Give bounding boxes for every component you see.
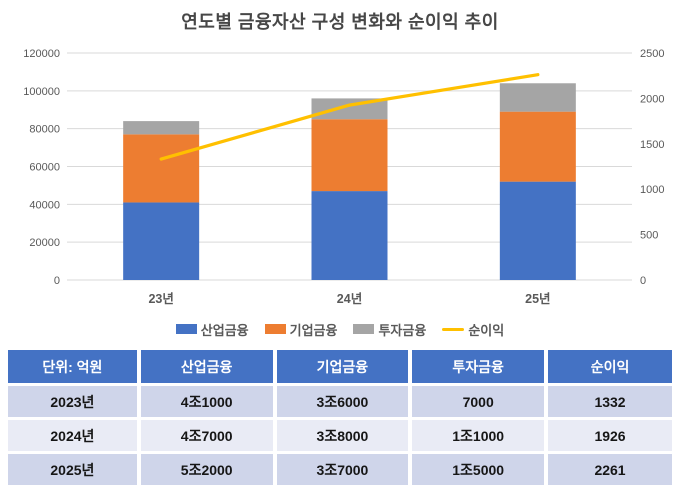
table-cell: 4조7000: [140, 420, 273, 451]
bar-segment-산업금융: [311, 191, 388, 280]
table-header-cell: 투자금융: [412, 350, 545, 383]
net-profit-line: [159, 73, 540, 161]
table-cell: 1조1000: [412, 420, 545, 451]
legend-item-순이익: 순이익: [442, 320, 504, 339]
table-cell: 3조6000: [276, 386, 409, 417]
x-axis-category-label: 24년: [337, 292, 362, 306]
left-axis-tick-label: 40000: [29, 199, 60, 211]
table-cell: 1332: [548, 386, 672, 417]
table-cell: 7000: [412, 386, 545, 417]
bar-segment-산업금융: [123, 202, 200, 280]
x-axis-category-label: 25년: [525, 292, 550, 306]
table-cell: 4조1000: [140, 386, 273, 417]
left-axis-tick-label: 60000: [29, 162, 60, 174]
legend-label: 투자금융: [378, 322, 427, 338]
bar-segment-기업금융: [311, 119, 388, 192]
legend-label: 기업금융: [289, 322, 338, 338]
chart-legend: 산업금융 기업금융 투자금융 순이익: [0, 320, 680, 339]
table-cell: 1926: [548, 420, 672, 451]
left-axis-tick-label: 120000: [23, 48, 60, 60]
table-header-cell: 산업금융: [140, 350, 273, 383]
legend-item-기업금융: 기업금융: [264, 320, 338, 339]
table-header-cell: 순이익: [548, 350, 672, 383]
legend-line-marker-icon: [442, 327, 465, 331]
bar-segment-투자금융: [123, 121, 200, 135]
bar-segment-산업금융: [499, 181, 576, 280]
table-cell: 3조8000: [276, 420, 409, 451]
data-table: 단위: 억원 산업금융 기업금융 투자금융 순이익 2023년 4조1000 3조6000 70…: [8, 350, 672, 485]
combo-chart: 0 20000 40000 60000 80000 100000 120000 0 500 100…: [23, 48, 664, 306]
legend-label: 산업금융: [200, 322, 249, 338]
right-axis-tick-label: 2500: [640, 48, 664, 60]
legend-color-swatch-icon: [264, 324, 286, 334]
left-axis-tick-label: 80000: [29, 124, 60, 136]
x-axis-category-label: 23년: [148, 292, 173, 306]
right-axis-tick-label: 2000: [640, 93, 664, 105]
table-cell: 1조5000: [412, 454, 545, 485]
right-axis-tick-label: 500: [640, 230, 658, 242]
table-cell: 5조2000: [140, 454, 273, 485]
bar-segment-기업금융: [499, 111, 576, 182]
right-axis-tick-label: 0: [640, 275, 646, 287]
left-axis-tick-label: 20000: [29, 237, 60, 249]
table-header-cell: 기업금융: [276, 350, 409, 383]
legend-item-투자금융: 투자금융: [353, 320, 426, 339]
bar-segment-투자금융: [499, 83, 576, 112]
bar-segment-기업금융: [123, 134, 200, 203]
legend-color-swatch-icon: [175, 324, 197, 334]
left-axis-tick-label: 100000: [23, 86, 60, 98]
table-cell: 2261: [548, 454, 672, 485]
right-axis-tick-label: 1500: [640, 139, 664, 151]
legend-label: 순이익: [468, 322, 505, 338]
legend-item-산업금융: 산업금융: [175, 320, 249, 339]
table-cell: 2024년: [8, 420, 137, 451]
legend-color-swatch-icon: [353, 324, 375, 334]
table-cell: 3조7000: [276, 454, 409, 485]
table-cell: 2023년: [8, 386, 137, 417]
table-header-cell: 단위: 억원: [8, 350, 137, 383]
right-axis-tick-label: 1000: [640, 184, 664, 196]
table-cell: 2025년: [8, 454, 137, 485]
left-axis-tick-label: 0: [54, 275, 60, 287]
chart-title: 연도별 금융자산 구성 변화와 순이익 추이: [181, 12, 499, 32]
